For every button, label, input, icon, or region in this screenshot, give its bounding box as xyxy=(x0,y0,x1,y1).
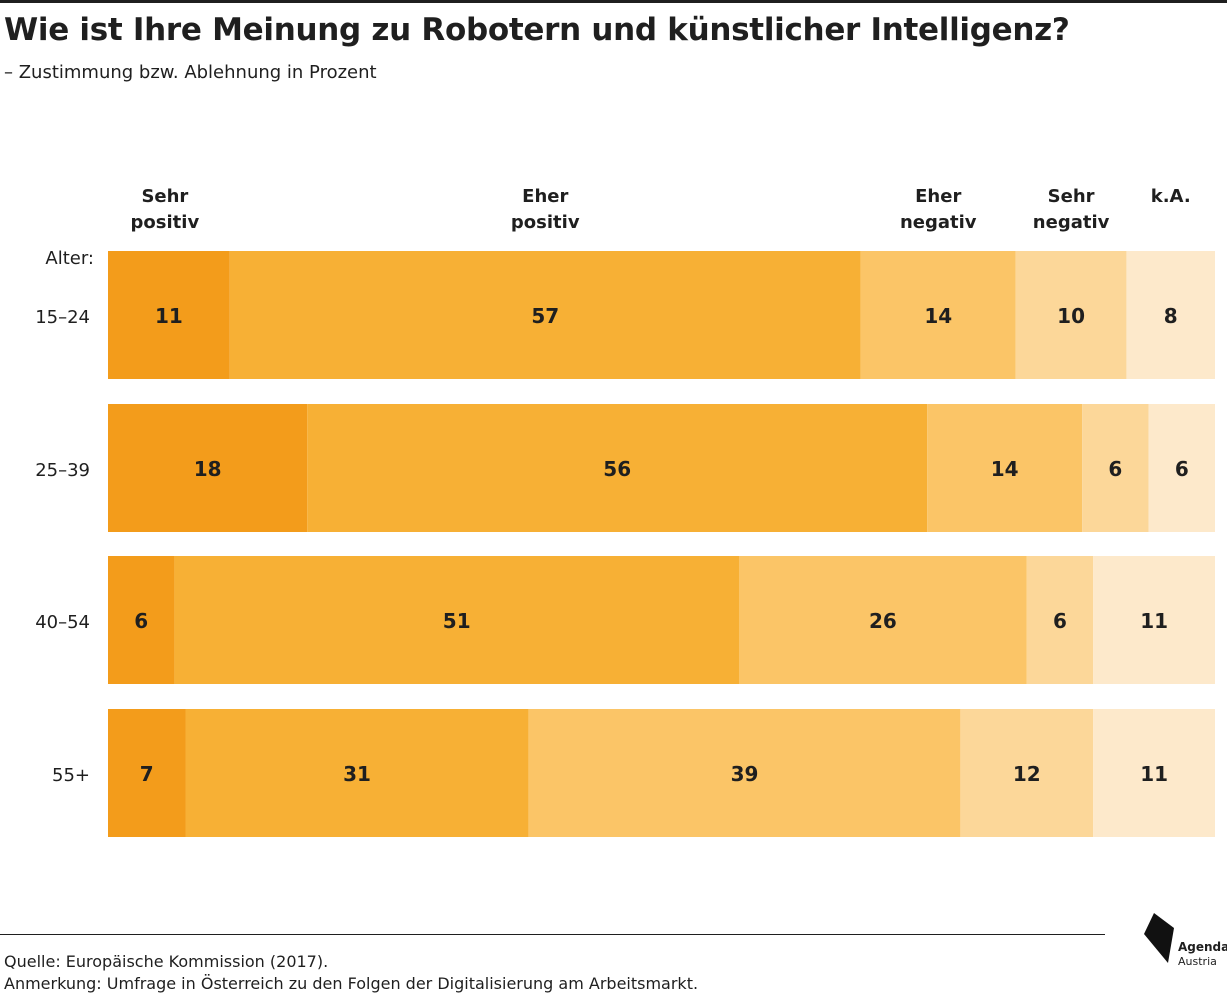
data-label-15-24-eher-negativ: 14 xyxy=(924,304,952,328)
data-label-15-24-sehr-negativ: 10 xyxy=(1057,304,1085,328)
legend-sehr-negativ: Sehr negativ xyxy=(1033,186,1110,233)
bar-segment-55-sehr-positiv xyxy=(108,709,186,837)
row-label-25-39: 25–39 xyxy=(35,460,90,481)
data-label-25-39-eher-positiv: 56 xyxy=(603,457,631,481)
bar-segment-55-k-a xyxy=(1093,709,1215,837)
data-label-40-54-sehr-negativ: 6 xyxy=(1053,609,1067,633)
legend-sehr-positiv: Sehr positiv xyxy=(131,186,200,233)
data-label-55-eher-negativ: 39 xyxy=(731,762,759,786)
top-rule xyxy=(0,0,1227,3)
bar-segment-40-54-sehr-positiv xyxy=(108,556,175,684)
agenda-austria-logo: Agenda Austria xyxy=(1140,910,1227,970)
remark-note: Anmerkung: Umfrage in Österreich zu den … xyxy=(4,974,699,993)
bar-segment-40-54-sehr-negativ xyxy=(1026,556,1094,684)
row-label-55: 55+ xyxy=(52,765,90,786)
row-label-15-24: 15–24 xyxy=(35,307,90,328)
bar-segment-55-sehr-negativ xyxy=(960,709,1094,837)
data-label-55-eher-positiv: 31 xyxy=(343,762,371,786)
data-label-15-24-eher-positiv: 57 xyxy=(531,304,559,328)
data-label-55-sehr-negativ: 12 xyxy=(1013,762,1041,786)
bar-segment-15-24-eher-negativ xyxy=(860,251,1016,379)
legend-k-a: k.A. xyxy=(1151,186,1191,207)
data-label-15-24-k-a: 8 xyxy=(1164,304,1178,328)
data-label-25-39-eher-negativ: 14 xyxy=(991,457,1019,481)
data-label-40-54-eher-positiv: 51 xyxy=(443,609,471,633)
data-label-40-54-sehr-positiv: 6 xyxy=(134,609,148,633)
logo-text-line1: Agenda xyxy=(1178,940,1227,954)
chart-subtitle: – Zustimmung bzw. Ablehnung in Prozent xyxy=(4,62,377,83)
source-note: Quelle: Europäische Kommission (2017). xyxy=(4,952,329,971)
data-label-55-k-a: 11 xyxy=(1140,762,1168,786)
row-axis-title: Alter: xyxy=(45,248,94,269)
data-label-55-sehr-positiv: 7 xyxy=(140,762,154,786)
stacked-bar-chart: Alter: 11 57 14 10 8 15–24 18 56 14 6 6 25–39 6 51 26 6 1… xyxy=(35,186,1215,837)
bar-segment-25-39-eher-negativ xyxy=(927,404,1083,532)
logo-mark-icon xyxy=(1144,913,1174,963)
bar-segment-15-24-sehr-positiv xyxy=(108,251,230,379)
bar-segment-25-39-eher-positiv xyxy=(307,404,928,532)
bar-segment-25-39-k-a xyxy=(1148,404,1215,532)
bar-segment-15-24-eher-positiv xyxy=(229,251,861,379)
legend-eher-positiv: Eher positiv xyxy=(511,186,580,233)
bar-segment-15-24-k-a xyxy=(1126,251,1215,379)
row-label-40-54: 40–54 xyxy=(35,612,90,633)
data-label-15-24-sehr-positiv: 11 xyxy=(155,304,183,328)
footer-rule xyxy=(0,934,1105,935)
bar-segment-55-eher-positiv xyxy=(185,709,529,837)
data-label-25-39-sehr-negativ: 6 xyxy=(1108,457,1122,481)
data-label-40-54-k-a: 11 xyxy=(1140,609,1168,633)
logo-text-line2: Austria xyxy=(1178,955,1217,968)
bar-segment-40-54-eher-positiv xyxy=(174,556,739,684)
data-label-40-54-eher-negativ: 26 xyxy=(869,609,897,633)
bar-segment-55-eher-negativ xyxy=(528,709,961,837)
legend-eher-negativ: Eher negativ xyxy=(900,186,977,233)
bar-segment-15-24-sehr-negativ xyxy=(1015,251,1127,379)
data-label-25-39-sehr-positiv: 18 xyxy=(194,457,222,481)
bar-segment-40-54-k-a xyxy=(1093,556,1215,684)
bar-segment-25-39-sehr-positiv xyxy=(108,404,308,532)
bar-segment-40-54-eher-negativ xyxy=(738,556,1027,684)
data-label-25-39-k-a: 6 xyxy=(1175,457,1189,481)
chart-title: Wie ist Ihre Meinung zu Robotern und kün… xyxy=(4,12,1070,48)
bar-segment-25-39-sehr-negativ xyxy=(1082,404,1149,532)
